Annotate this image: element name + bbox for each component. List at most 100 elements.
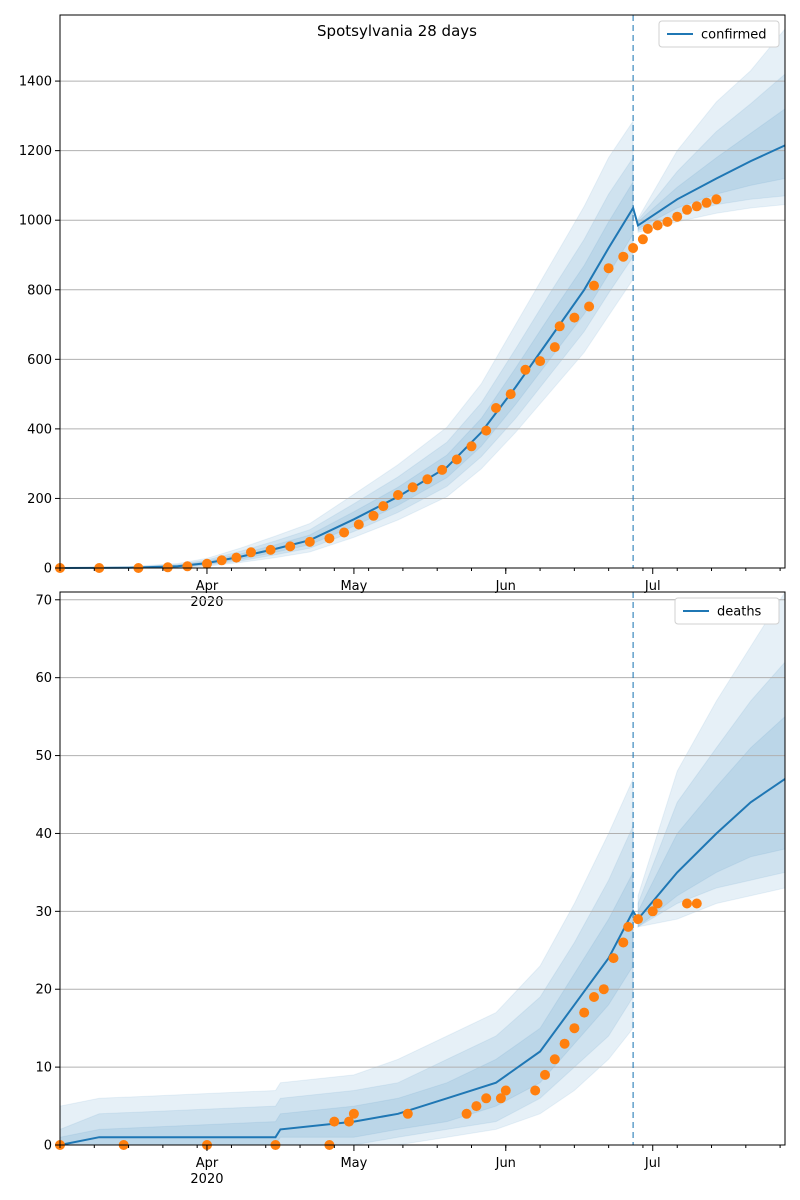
deaths-plot-frame <box>59 591 786 1146</box>
observed-point <box>652 220 663 231</box>
observed-point <box>505 389 516 400</box>
y-tick-label: 50 <box>35 749 52 764</box>
legend-label-deaths: deaths <box>717 605 762 620</box>
y-tick-label: 70 <box>35 593 52 608</box>
observed-point <box>711 194 722 205</box>
observed-point <box>246 547 256 558</box>
observed-point <box>451 454 462 465</box>
observed-point <box>569 312 580 323</box>
observed-point <box>393 490 403 500</box>
observed-point <box>589 992 599 1002</box>
observed-point <box>202 558 212 569</box>
observed-point <box>598 984 609 995</box>
observed-point <box>495 1093 506 1104</box>
x-tick-label: Jul <box>644 1156 661 1171</box>
observed-point <box>628 243 639 253</box>
y-tick-label: 0 <box>44 562 52 577</box>
observed-point <box>701 197 712 208</box>
chart-title: Spotsylvania 28 days <box>317 22 477 40</box>
observed-point <box>535 356 546 367</box>
observed-point <box>682 204 692 215</box>
y-tick-label: 40 <box>35 827 52 842</box>
observed-point <box>481 425 492 436</box>
confirmed-legend: confirmed <box>658 20 780 48</box>
x-tick-label: Jul <box>644 579 661 594</box>
deaths-model-line <box>59 778 786 1146</box>
observed-point <box>471 1101 482 1112</box>
legend-label-confirmed: confirmed <box>701 28 767 43</box>
deaths-y-axis: 0 10 20 30 40 50 60 70 <box>35 593 60 1154</box>
y-tick-label: 600 <box>27 353 52 368</box>
y-tick-label: 0 <box>44 1139 52 1154</box>
legend-box <box>674 597 780 625</box>
x-tick-label: Jun <box>495 579 516 594</box>
y-tick-label: 1000 <box>19 214 52 229</box>
observed-point <box>589 280 599 291</box>
observed-point <box>353 519 364 530</box>
observed-point <box>579 1007 590 1018</box>
observed-point <box>549 342 560 353</box>
deaths-legend: deaths <box>674 597 780 625</box>
observed-point <box>691 898 702 909</box>
observed-point <box>569 1023 580 1034</box>
observed-point <box>162 562 173 573</box>
observed-point <box>584 301 595 312</box>
observed-point <box>324 533 335 544</box>
observed-point <box>348 1108 359 1119</box>
observed-point <box>378 501 389 512</box>
x-tick-label: Jun <box>495 1156 516 1171</box>
observed-point <box>368 510 379 521</box>
observed-point <box>554 321 565 332</box>
observed-point <box>500 1085 511 1096</box>
observed-point <box>520 364 531 375</box>
y-tick-label: 1200 <box>19 144 52 159</box>
observed-point <box>344 1116 354 1127</box>
observed-point <box>540 1069 550 1080</box>
observed-point <box>422 474 433 485</box>
observed-point <box>652 898 663 909</box>
observed-point <box>285 541 296 552</box>
observed-point <box>559 1038 570 1049</box>
observed-point <box>637 234 648 245</box>
observed-point <box>481 1093 492 1104</box>
y-tick-label: 10 <box>35 1061 52 1076</box>
y-tick-label: 800 <box>27 283 52 298</box>
observed-point <box>182 561 193 572</box>
observed-point <box>608 953 619 964</box>
observed-point <box>618 937 629 948</box>
observed-point <box>304 536 315 547</box>
y-tick-label: 200 <box>27 492 52 507</box>
observed-point <box>642 223 653 234</box>
observed-point <box>633 914 643 925</box>
y-tick-label: 1400 <box>19 75 52 90</box>
observed-point <box>329 1116 340 1127</box>
confirmed-observed-points <box>55 194 722 573</box>
legend-box <box>658 20 780 48</box>
observed-point <box>691 201 702 212</box>
observed-point <box>216 555 227 566</box>
x-tick-sublabel: 2020 <box>190 595 223 610</box>
observed-point <box>530 1085 541 1096</box>
x-tick-label: May <box>340 579 367 594</box>
observed-point <box>682 898 692 909</box>
confirmed-plot-frame <box>59 14 786 569</box>
deaths-observed-points <box>55 898 702 1150</box>
y-tick-label: 30 <box>35 905 52 920</box>
x-tick-sublabel: 2020 <box>190 1172 223 1187</box>
observed-point <box>407 482 418 493</box>
observed-point <box>672 211 683 222</box>
x-tick-label: Apr <box>196 579 219 594</box>
observed-point <box>603 263 614 274</box>
y-tick-label: 400 <box>27 422 52 437</box>
observed-point <box>618 251 629 262</box>
observed-point <box>466 441 477 452</box>
x-tick-label: May <box>340 1156 367 1171</box>
observed-point <box>339 527 350 538</box>
observed-point <box>265 544 276 555</box>
observed-point <box>461 1108 472 1119</box>
